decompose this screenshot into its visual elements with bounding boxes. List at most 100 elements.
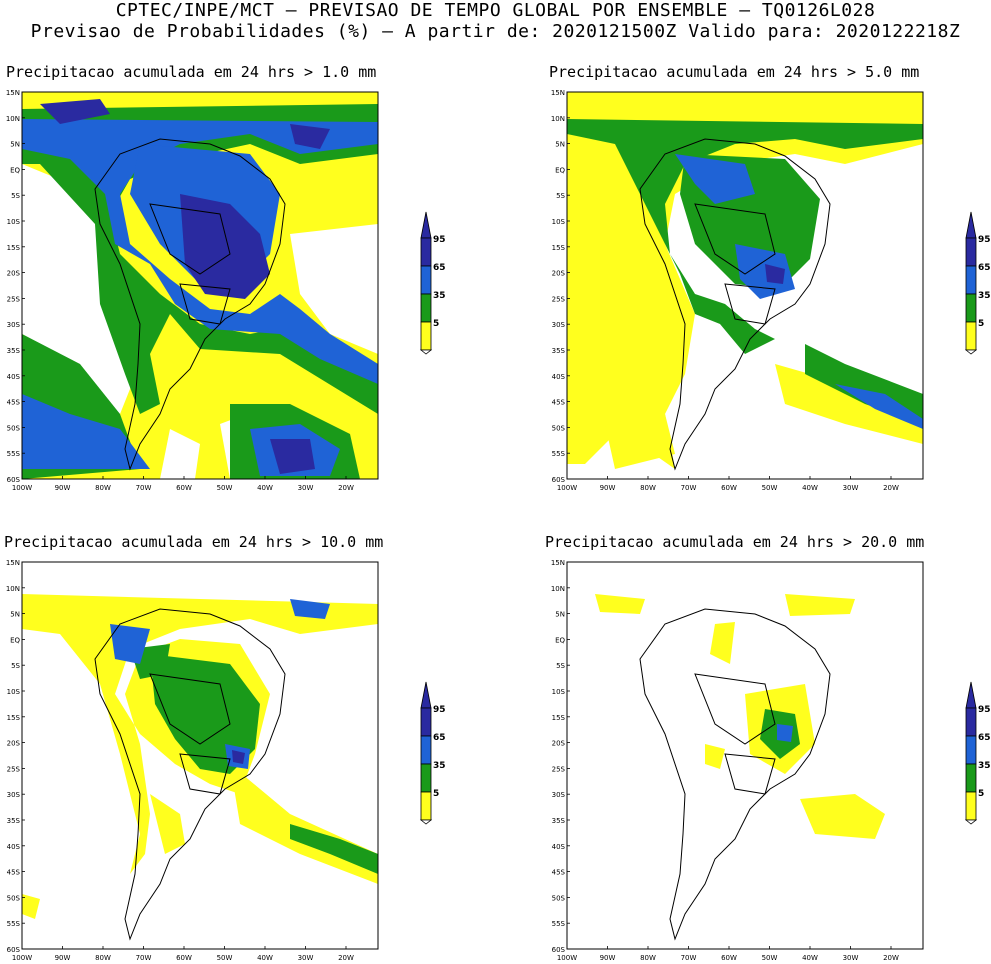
lat-tick-label: 5S [11,192,20,200]
legend-swatch [965,293,977,323]
lon-tick-label: 100W [12,484,32,492]
lat-tick-label: 15S [7,244,21,252]
legend-1: 95 65 35 5 [419,211,446,355]
legend-arrow-bottom [419,819,433,825]
lat-tick-label: 10N [551,585,565,593]
probability-fill [22,92,378,479]
lat-tick-label: 5S [556,662,565,670]
lon-tick-label: 50W [217,954,233,962]
lat-tick-label: 5S [11,662,20,670]
continent-outline [639,138,831,471]
lat-tick-label: 10N [6,585,20,593]
lat-tick-label: 55S [7,920,21,928]
legend-label: 35 [433,761,446,771]
lon-tick-label: 40W [257,954,273,962]
lat-tick-label: 45S [552,869,566,877]
lon-tick-label: 90W [55,484,71,492]
legend-swatch [965,791,977,821]
lat-tick-label: EQ [555,636,565,644]
lat-tick-label: 40S [7,373,21,381]
panel-5mm: Precipitacao acumulada em 24 hrs > 5.0 m… [545,60,985,492]
lat-tick-label: 35S [7,817,21,825]
legend-label: 35 [978,291,991,301]
lat-tick-label: 60S [552,946,566,954]
lat-tick-label: 10S [7,218,21,226]
legend-swatch [420,265,432,295]
panel-title: Precipitacao acumulada em 24 hrs > 1.0 m… [6,63,377,81]
lat-tick-label: 55S [7,450,21,458]
legend-label: 95 [978,705,991,715]
lon-tick-label: 20W [883,484,899,492]
legend-swatch [420,321,432,351]
lat-tick-label: 60S [7,476,21,484]
lat-tick-label: 5N [555,141,565,149]
lon-tick-label: 30W [843,954,859,962]
lon-tick-label: 30W [843,484,859,492]
lat-tick-label: 20S [7,740,21,748]
lon-tick-label: 40W [802,484,818,492]
lat-tick-label: 35S [552,817,566,825]
header-line-1: CPTEC/INPE/MCT – PREVISAO DE TEMPO GLOBA… [115,0,876,21]
lat-tick-label: 5S [556,192,565,200]
lat-tick-label: 30S [7,321,21,329]
lat-tick-label: 5N [10,611,20,619]
map-5mm: 15N 10N 5N EQ 5S 10S 15S 20S 25S 30S 35S 40S 45S 50S 5… [551,89,924,492]
legend-label: 65 [433,263,446,273]
lon-tick-label: 20W [338,484,354,492]
lat-tick-label: 20S [552,270,566,278]
lon-tick-label: 60W [721,954,737,962]
lat-tick-label: 20S [552,740,566,748]
lat-tick-label: 50S [7,894,21,902]
lat-tick-label: EQ [10,636,20,644]
lat-tick-label: 10N [551,115,565,123]
legend-2: 95 65 35 5 [964,211,991,355]
lat-tick-label: 20S [7,270,21,278]
legend-swatch [420,237,432,267]
panel-1mm: Precipitacao acumulada em 24 hrs > 1.0 m… [0,60,440,492]
lat-tick-label: 15N [551,89,565,97]
continent-outline [639,608,831,941]
lat-tick-label: 10S [552,688,566,696]
lat-tick-label: 40S [552,373,566,381]
legend-swatch [420,293,432,323]
panel-title: Precipitacao acumulada em 24 hrs > 10.0 … [4,533,384,551]
continent-outline [94,138,286,471]
legend-swatch [420,763,432,793]
map-1mm: 15N 10N 5N EQ 5S 10S 15S 20S 25S 30S 35S 40S 45S 50S 5… [6,89,379,492]
lat-tick-label: 10N [6,115,20,123]
lon-tick-label: 100W [557,484,577,492]
map-frame [566,91,924,480]
lat-tick-label: 35S [552,347,566,355]
lon-tick-label: 50W [762,484,778,492]
lon-tick-label: 70W [136,954,152,962]
lon-tick-label: 40W [257,484,273,492]
lon-tick-label: 70W [681,484,697,492]
lon-tick-label: 50W [762,954,778,962]
legend-label: 35 [978,761,991,771]
lon-tick-label: 60W [176,484,192,492]
lon-tick-label: 20W [338,954,354,962]
lat-tick-label: 30S [552,321,566,329]
lat-tick-label: 10S [552,218,566,226]
legend-arrow-top [420,211,432,239]
legend-label: 95 [433,235,446,245]
lat-tick-label: 45S [552,399,566,407]
lat-tick-label: 30S [7,791,21,799]
lon-tick-label: 100W [12,954,32,962]
lat-tick-label: 60S [552,476,566,484]
lat-tick-label: EQ [555,166,565,174]
panel-title: Precipitacao acumulada em 24 hrs > 20.0 … [545,533,925,551]
legend-label: 65 [978,733,991,743]
legend-swatch [965,237,977,267]
lat-tick-label: 25S [552,295,566,303]
legend-arrow-bottom [419,349,433,355]
panel-title: Precipitacao acumulada em 24 hrs > 5.0 m… [549,63,920,81]
lon-tick-label: 50W [217,484,233,492]
lat-tick-label: 30S [552,791,566,799]
map-10mm: 15N 10N 5N EQ 5S 10S 15S 20S 25S 30S 35S 40S 45S 50S 5… [6,559,379,962]
lat-tick-label: 25S [7,295,21,303]
lat-tick-label: 50S [7,424,21,432]
legend-label: 5 [433,789,439,799]
legend-swatch [965,265,977,295]
lat-tick-label: 35S [7,347,21,355]
